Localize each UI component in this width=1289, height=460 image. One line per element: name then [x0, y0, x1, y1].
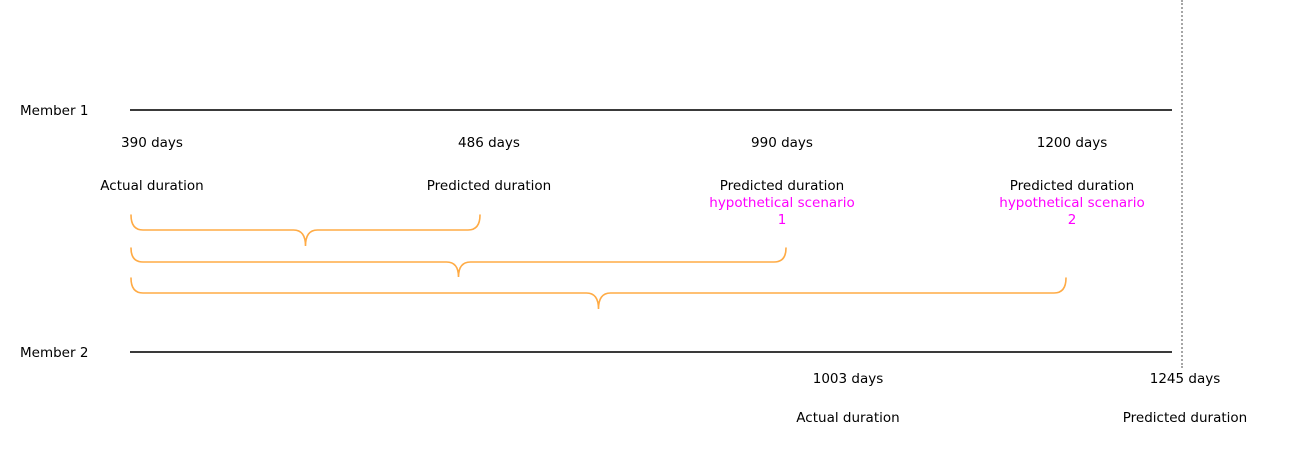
brace-actual-to-hypothetical-2: [130, 277, 1067, 310]
marker-days: 1003 days: [812, 371, 884, 387]
marker-label: Predicted duration: [1009, 178, 1135, 194]
marker-label: Actual duration: [796, 410, 900, 426]
member2-marker-predicted: 1245 days Predicted duration: [1123, 371, 1247, 427]
marker-days: 486 days: [458, 135, 520, 151]
member1-marker-hypothetical-1: 990 days Predicted duration hypothetical…: [709, 135, 854, 229]
brace-actual-to-hypothetical-1: [130, 247, 787, 278]
member1-timeline-line: [130, 109, 1172, 111]
member2-label: Member 2: [20, 345, 89, 361]
member1-label: Member 1: [20, 103, 89, 119]
marker-sublabel: hypothetical scenario: [709, 195, 855, 211]
marker-scenario-number: 1: [777, 212, 787, 228]
vertical-reference-line: [1181, 0, 1183, 368]
marker-scenario-number: 2: [1067, 212, 1077, 228]
marker-days: 390 days: [121, 135, 183, 151]
marker-sublabel: hypothetical scenario: [999, 195, 1145, 211]
member1-marker-actual: 390 days Actual duration: [100, 135, 203, 195]
marker-label: Actual duration: [100, 178, 204, 194]
member2-timeline-line: [130, 351, 1172, 353]
marker-days: 990 days: [751, 135, 813, 151]
member1-marker-predicted: 486 days Predicted duration: [427, 135, 551, 195]
marker-days: 1200 days: [1036, 135, 1108, 151]
marker-label: Predicted duration: [426, 178, 552, 194]
member2-marker-actual: 1003 days Actual duration: [796, 371, 899, 427]
marker-label: Predicted duration: [719, 178, 845, 194]
member1-marker-hypothetical-2: 1200 days Predicted duration hypothetica…: [999, 135, 1144, 229]
brace-actual-to-predicted: [130, 214, 481, 247]
marker-label: Predicted duration: [1122, 410, 1248, 426]
marker-days: 1245 days: [1149, 371, 1221, 387]
